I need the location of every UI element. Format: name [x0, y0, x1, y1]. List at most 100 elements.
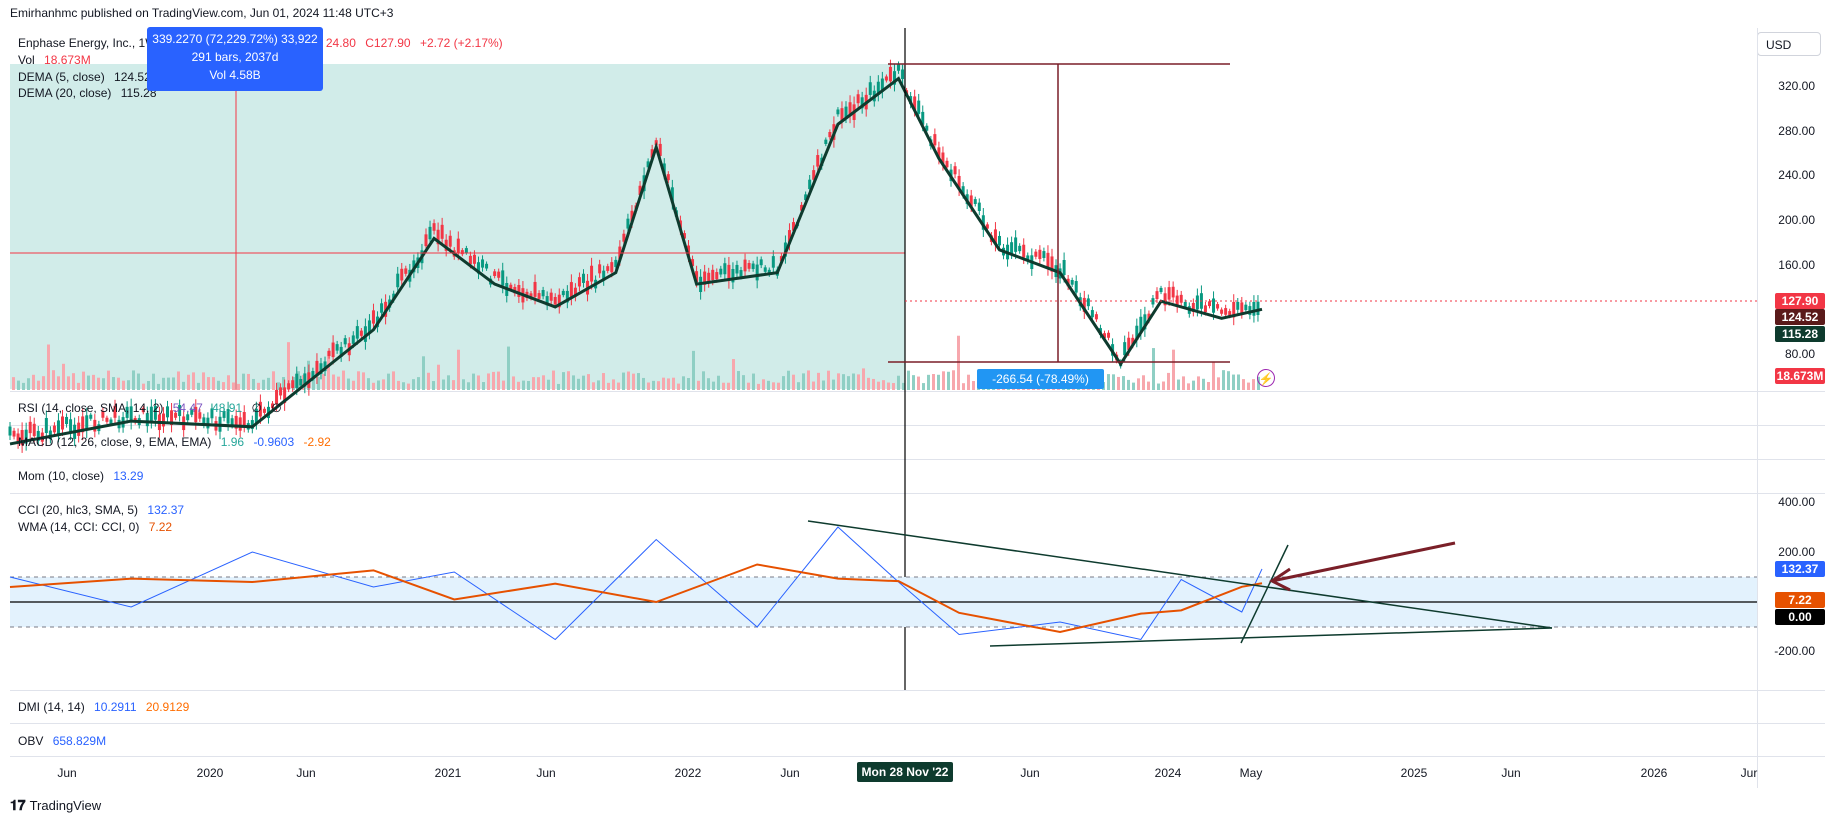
volume-bar [782, 376, 785, 390]
volume-bar [392, 371, 395, 390]
volume-bar [262, 379, 265, 390]
macd-value: -2.92 [303, 435, 331, 449]
price-axis-label: 80.00 [1784, 347, 1815, 361]
candle-body [840, 108, 844, 122]
candle-body [1074, 281, 1078, 293]
candle-body [957, 175, 961, 190]
candle-body [759, 259, 763, 266]
candle-body [16, 433, 20, 444]
candle-body [371, 310, 375, 324]
candle-body [691, 259, 695, 267]
candle-body [367, 320, 371, 334]
time-axis-label: Jur [1740, 766, 1758, 780]
candle-body [703, 271, 707, 285]
candle-body [170, 410, 174, 426]
volume-bar [702, 371, 705, 390]
volume-bar [42, 376, 45, 390]
volume-bar [792, 374, 795, 390]
volume-bar [352, 380, 355, 390]
candle-body [145, 413, 149, 427]
volume-bar [927, 374, 930, 390]
ohlc-tail: 24.80 [325, 36, 356, 50]
lightning-icon[interactable]: ⚡ [1257, 369, 1275, 387]
volume-bar [317, 376, 320, 390]
volume-bar [82, 371, 85, 390]
candle-body [973, 199, 977, 205]
candle-body [359, 330, 363, 336]
volume-bar [502, 380, 505, 390]
volume-bar [882, 380, 885, 390]
candle-body [812, 170, 816, 180]
candle-body [153, 406, 157, 420]
candle-body [319, 363, 323, 374]
volume-bar [787, 370, 790, 390]
candle-body [323, 361, 327, 372]
candle-body [85, 415, 89, 431]
candle-body [997, 235, 1001, 246]
candle-body [206, 417, 210, 429]
candle-body [569, 282, 573, 298]
candle-body [355, 326, 359, 339]
volume-bar [12, 377, 15, 390]
symbol-legend: Enphase Energy, Inc., 1W 24.80 C127.90 +… [18, 36, 509, 50]
volume-bar [842, 374, 845, 390]
candle-body [28, 421, 32, 434]
candle-body [129, 406, 133, 422]
rsi-value: ∅ [251, 401, 262, 415]
candle-body [880, 78, 884, 92]
volume-bar [697, 380, 700, 390]
volume-bar [247, 373, 250, 390]
dema20-legend: DEMA (20, close) 115.28 [18, 86, 163, 100]
volume-bar [382, 379, 385, 390]
dema-line [9, 76, 1263, 446]
candle-body [166, 406, 170, 418]
candle-body [81, 416, 85, 433]
measure-range-shade [10, 64, 905, 389]
candle-body [755, 264, 759, 281]
volume-bar [277, 382, 280, 390]
publisher-line: Emirhanhmc published on TradingView.com,… [10, 6, 394, 20]
volume-bar [672, 377, 675, 390]
volume-bar [877, 381, 880, 390]
volume-bar [272, 371, 275, 390]
volume-bar [852, 373, 855, 390]
volume-bar [867, 377, 870, 390]
volume-bar [17, 380, 20, 390]
volume-bar [567, 371, 570, 390]
volume-bar [857, 374, 860, 390]
volume-bar [967, 374, 970, 390]
candle-body [1159, 287, 1163, 293]
volume-bar [72, 373, 75, 390]
volume-bar [92, 374, 95, 390]
volume-bar [1157, 383, 1160, 390]
mom-legend: Mom (10, close) 13.29 [18, 469, 149, 483]
tradingview-logo[interactable]: 𝟏𝟕 TradingView [10, 797, 101, 814]
candle-body [460, 250, 464, 255]
change-value: +2.72 (+2.17%) [419, 36, 503, 50]
candle-body [844, 106, 848, 118]
candle-body [876, 81, 880, 95]
candle-body [335, 344, 339, 351]
volume-bar [402, 382, 405, 390]
volume-bar [547, 379, 550, 390]
volume-bar [907, 370, 910, 390]
obv-label: OBV [18, 734, 44, 748]
candle-body [557, 294, 561, 308]
volume-bar [552, 370, 555, 390]
range-measure-label: -266.54 (-78.49%) -26,654 [977, 369, 1104, 406]
candle-body [291, 380, 295, 388]
volume-bar [152, 373, 155, 390]
tooltip-line2: 291 bars, 2037d [191, 50, 279, 64]
volume-bar [322, 373, 325, 390]
candle-body [836, 109, 840, 115]
volume-bar [517, 381, 520, 390]
volume-bar [27, 378, 30, 390]
dema20-label: DEMA (20, close) [18, 86, 112, 100]
candle-body [897, 64, 901, 71]
candle-body [472, 254, 476, 264]
candle-body [921, 111, 925, 125]
volume-bar [217, 380, 220, 390]
candle-body [1070, 279, 1074, 285]
candle-body [553, 296, 557, 305]
